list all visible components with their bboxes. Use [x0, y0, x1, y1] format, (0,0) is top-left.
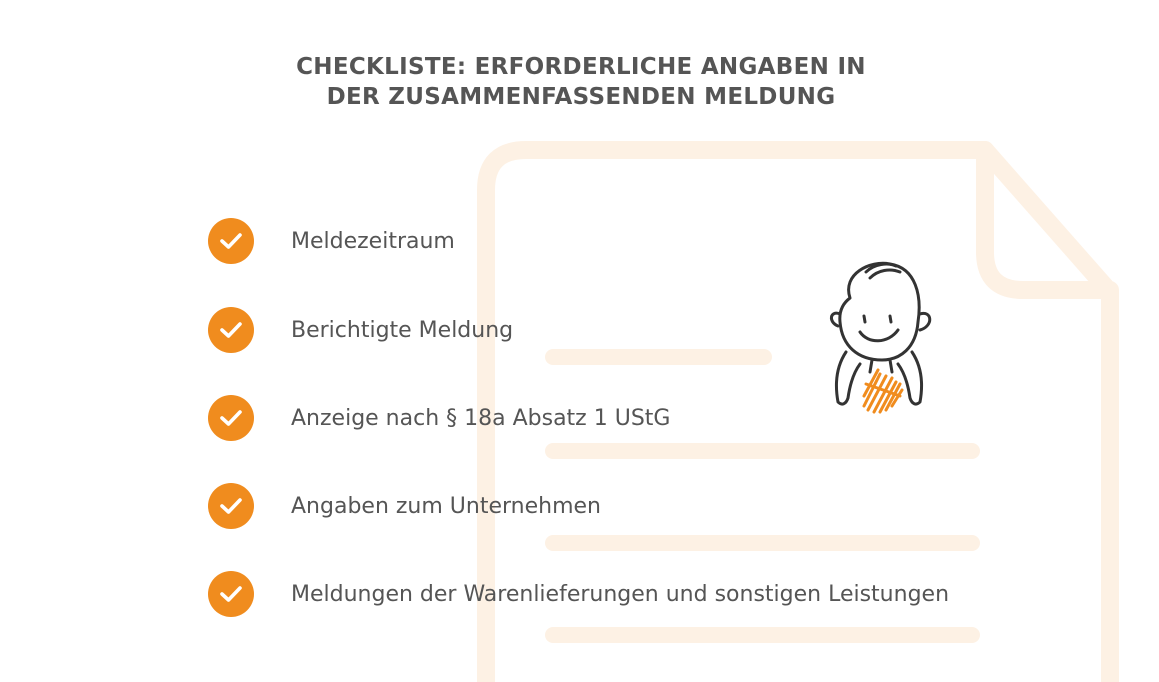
checklist-item-label: Meldungen der Warenlieferungen und sonst… [291, 581, 950, 607]
checklist-item: Angaben zum Unternehmen [208, 482, 601, 530]
page-title-line-1: CHECKLISTE: ERFORDERLICHE ANGABEN IN [296, 54, 866, 80]
check-icon [208, 395, 254, 441]
checklist-item: Berichtigte Meldung [208, 306, 513, 354]
page-title: CHECKLISTE: ERFORDERLICHE ANGABEN IN DER… [0, 52, 1159, 112]
checklist-item-label: Angaben zum Unternehmen [291, 493, 601, 519]
checklist-item: Meldungen der Warenlieferungen und sonst… [208, 570, 949, 618]
check-icon [208, 483, 254, 529]
check-icon [208, 571, 254, 617]
check-icon [208, 218, 254, 264]
checklist-item: Meldezeitraum [208, 217, 455, 265]
checklist-item-label: Anzeige nach § 18a Absatz 1 UStG [291, 405, 671, 431]
smiling-face-illustration [830, 261, 932, 414]
checklist-item-label: Berichtigte Meldung [291, 317, 514, 343]
page-title-line-2: DER ZUSAMMENFASSENDEN MELDUNG [326, 84, 836, 110]
checklist-item-label: Meldezeitraum [291, 228, 455, 254]
check-icon [208, 307, 254, 353]
checklist-item: Anzeige nach § 18a Absatz 1 UStG [208, 394, 670, 442]
